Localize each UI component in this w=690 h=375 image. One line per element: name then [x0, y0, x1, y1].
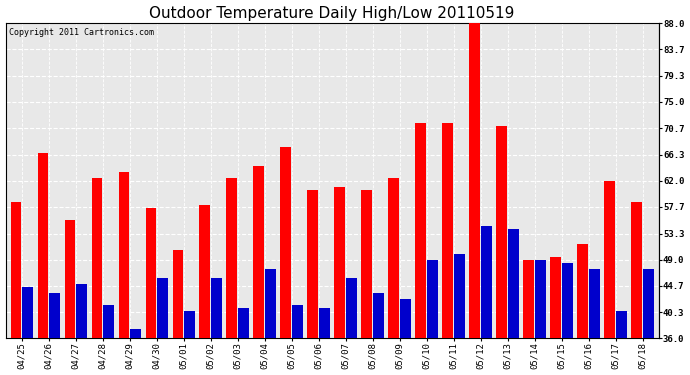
Bar [76, 284, 87, 375]
Bar [280, 147, 291, 375]
Bar [265, 268, 276, 375]
Bar [400, 299, 411, 375]
Bar [373, 293, 384, 375]
Bar [37, 153, 48, 375]
Bar [535, 260, 546, 375]
Bar [157, 278, 168, 375]
Title: Outdoor Temperature Daily High/Low 20110519: Outdoor Temperature Daily High/Low 20110… [150, 6, 515, 21]
Bar [388, 178, 400, 375]
Bar [616, 311, 627, 375]
Bar [508, 229, 519, 375]
Bar [65, 220, 75, 375]
Bar [319, 308, 330, 375]
Text: Copyright 2011 Cartronics.com: Copyright 2011 Cartronics.com [9, 28, 154, 37]
Bar [481, 226, 492, 375]
Bar [103, 305, 114, 375]
Bar [146, 208, 157, 375]
Bar [604, 181, 615, 375]
Bar [578, 244, 588, 375]
Bar [589, 268, 600, 375]
Bar [346, 278, 357, 375]
Bar [335, 187, 345, 375]
Bar [643, 268, 654, 375]
Bar [22, 287, 33, 375]
Bar [469, 23, 480, 375]
Bar [427, 260, 438, 375]
Bar [454, 254, 465, 375]
Bar [211, 278, 222, 375]
Bar [496, 126, 507, 375]
Bar [253, 166, 264, 375]
Bar [119, 172, 129, 375]
Bar [551, 256, 561, 375]
Bar [524, 260, 534, 375]
Bar [49, 293, 60, 375]
Bar [130, 329, 141, 375]
Bar [415, 123, 426, 375]
Bar [10, 202, 21, 375]
Bar [172, 251, 184, 375]
Bar [362, 190, 372, 375]
Bar [442, 123, 453, 375]
Bar [562, 262, 573, 375]
Bar [184, 311, 195, 375]
Bar [226, 178, 237, 375]
Bar [92, 178, 102, 375]
Bar [631, 202, 642, 375]
Bar [308, 190, 318, 375]
Bar [238, 308, 249, 375]
Bar [292, 305, 303, 375]
Bar [199, 205, 210, 375]
